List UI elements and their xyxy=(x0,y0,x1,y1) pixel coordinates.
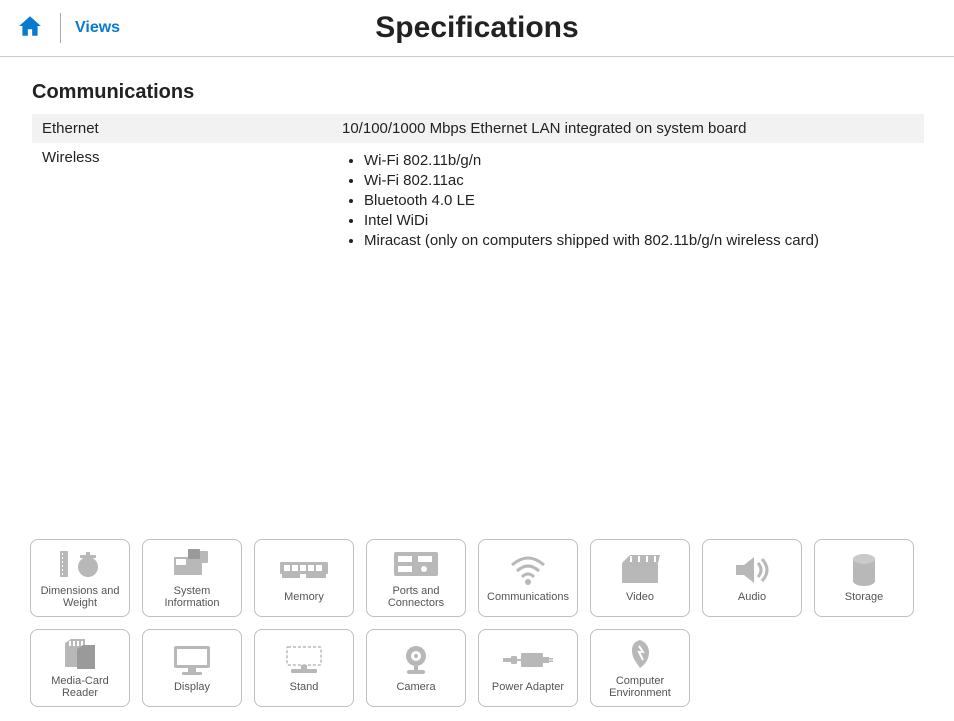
nav-label: Storage xyxy=(845,591,884,603)
wireless-bullet: Miracast (only on computers shipped with… xyxy=(364,232,914,249)
system-info-icon xyxy=(172,545,212,583)
nav-label: Computer Environment xyxy=(595,675,685,699)
spec-label: Wireless xyxy=(42,149,342,166)
nav-ports-and-connectors[interactable]: Ports and Connectors xyxy=(366,539,466,617)
topbar: Views Specifications xyxy=(0,0,954,57)
nav-memory[interactable]: Memory xyxy=(254,539,354,617)
stand-icon xyxy=(283,641,325,679)
nav-power-adapter[interactable]: Power Adapter xyxy=(478,629,578,707)
nav-communications[interactable]: Communications xyxy=(478,539,578,617)
nav-video[interactable]: Video xyxy=(590,539,690,617)
views-link[interactable]: Views xyxy=(75,19,120,37)
nav-label: System Information xyxy=(147,585,237,609)
nav-label: Camera xyxy=(396,681,435,693)
home-icon xyxy=(17,13,43,44)
wireless-bullet: Wi-Fi 802.11b/g/n xyxy=(364,152,914,169)
audio-icon xyxy=(734,551,770,589)
spec-value: 10/100/1000 Mbps Ethernet LAN integrated… xyxy=(342,120,914,137)
power-adapter-icon xyxy=(503,641,553,679)
nav-computer-environment[interactable]: Computer Environment xyxy=(590,629,690,707)
home-button[interactable] xyxy=(0,0,60,56)
nav-label: Video xyxy=(626,591,654,603)
camera-icon xyxy=(401,641,431,679)
memory-icon xyxy=(280,551,328,589)
spec-label: Ethernet xyxy=(42,120,342,137)
nav-label: Display xyxy=(174,681,210,693)
nav-storage[interactable]: Storage xyxy=(814,539,914,617)
spec-row-wireless: Wireless Wi-Fi 802.11b/g/n Wi-Fi 802.11a… xyxy=(32,143,924,258)
nav-camera[interactable]: Camera xyxy=(366,629,466,707)
nav-label: Power Adapter xyxy=(492,681,564,693)
page-title: Specifications xyxy=(0,11,954,45)
nav-label: Communications xyxy=(487,591,569,603)
nav-dimensions-and-weight[interactable]: Dimensions and Weight xyxy=(30,539,130,617)
nav-label: Media-Card Reader xyxy=(35,675,125,699)
wireless-bullet: Intel WiDi xyxy=(364,212,914,229)
section-title: Communications xyxy=(32,81,924,104)
nav-label: Ports and Connectors xyxy=(371,585,461,609)
nav-label: Stand xyxy=(290,681,319,693)
vertical-separator xyxy=(60,13,61,43)
video-icon xyxy=(620,551,660,589)
dimensions-icon xyxy=(58,545,102,583)
ports-icon xyxy=(394,545,438,583)
wireless-bullet: Wi-Fi 802.11ac xyxy=(364,172,914,189)
nav-label: Memory xyxy=(284,591,324,603)
spec-value: Wi-Fi 802.11b/g/n Wi-Fi 802.11ac Bluetoo… xyxy=(342,149,914,252)
communications-icon xyxy=(510,551,546,589)
nav-audio[interactable]: Audio xyxy=(702,539,802,617)
display-icon xyxy=(172,641,212,679)
storage-icon xyxy=(851,551,877,589)
nav-display[interactable]: Display xyxy=(142,629,242,707)
nav-stand[interactable]: Stand xyxy=(254,629,354,707)
nav-system-information[interactable]: System Information xyxy=(142,539,242,617)
environment-icon xyxy=(626,635,654,673)
spec-row-ethernet: Ethernet 10/100/1000 Mbps Ethernet LAN i… xyxy=(32,114,924,143)
nav-media-card-reader[interactable]: Media-Card Reader xyxy=(30,629,130,707)
bottom-nav: Dimensions and Weight System Information xyxy=(30,539,924,707)
nav-label: Dimensions and Weight xyxy=(35,585,125,609)
nav-label: Audio xyxy=(738,591,766,603)
wireless-bullet: Bluetooth 4.0 LE xyxy=(364,192,914,209)
content: Communications Ethernet 10/100/1000 Mbps… xyxy=(0,57,954,258)
media-card-icon xyxy=(63,635,97,673)
